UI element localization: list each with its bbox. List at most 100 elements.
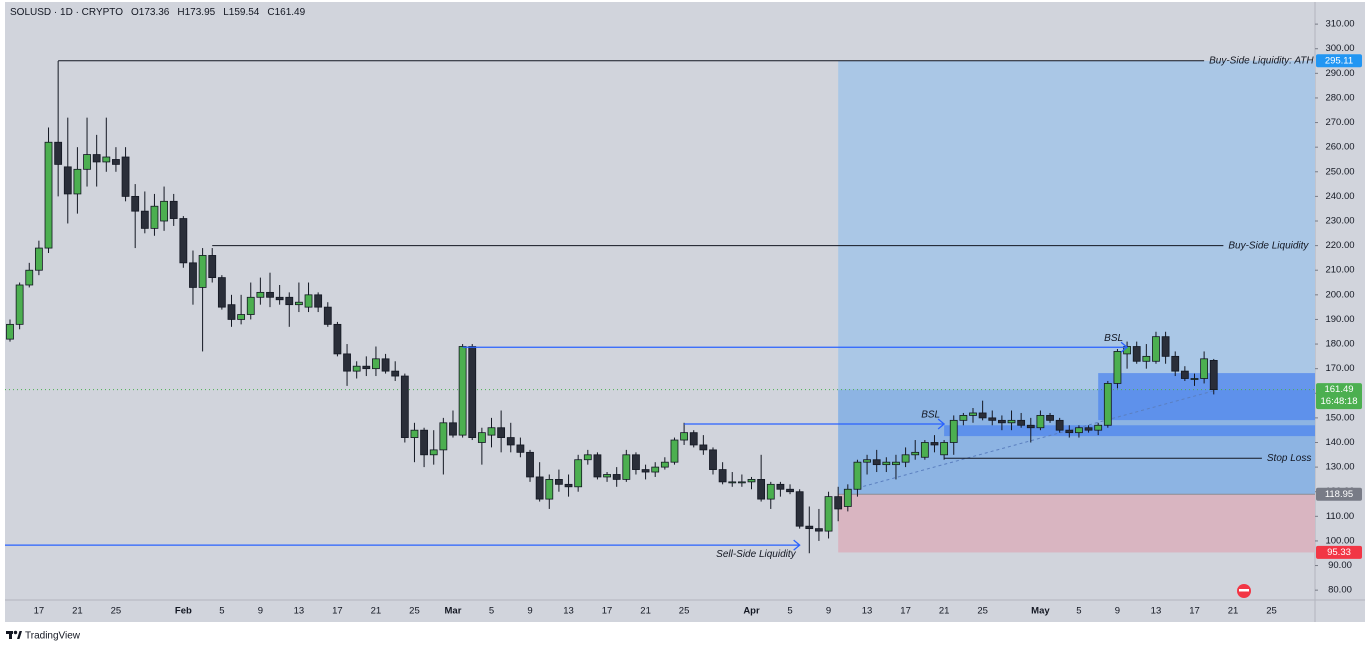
candle-body: [747, 479, 756, 483]
y-tick-label: 210.00: [1325, 265, 1354, 276]
candle-body: [6, 323, 14, 340]
y-tick-label: 230.00: [1325, 216, 1354, 227]
x-tick-label: 13: [1151, 606, 1162, 617]
candle-body: [834, 496, 843, 510]
x-tick-label: 5: [1076, 606, 1081, 617]
candle-body: [458, 346, 467, 436]
candle-body: [131, 195, 140, 212]
level-label: Buy-Side Liquidity: ATH: [1209, 55, 1314, 66]
arrow-label: BSL: [921, 410, 940, 421]
y-tick-label: 150.00: [1325, 412, 1354, 423]
y-tick-label: 310.00: [1325, 19, 1354, 30]
candle-body: [304, 294, 313, 308]
candle-body: [940, 442, 949, 456]
header-part: SOLUSD · 1D · CRYPTO: [10, 7, 123, 18]
arrow-head: [1120, 341, 1129, 353]
event-flag-mark: [1239, 589, 1249, 592]
header-part: 161.49: [275, 7, 306, 18]
candle-body: [429, 449, 438, 456]
header-part: H: [177, 7, 184, 18]
candle-body: [1161, 336, 1170, 357]
y-tick-label: 250.00: [1325, 166, 1354, 177]
candle-body: [246, 296, 255, 315]
y-tick-label: 100.00: [1325, 535, 1354, 546]
candle-body: [641, 469, 650, 473]
candle-body: [555, 479, 563, 485]
y-tick-label: 80.00: [1328, 585, 1352, 596]
candle-body: [872, 459, 881, 466]
y-tick-label: 260.00: [1325, 142, 1354, 153]
candle-body: [487, 427, 496, 436]
y-tick-label: 190.00: [1325, 314, 1354, 325]
candle-body: [410, 429, 419, 438]
candle-body: [997, 419, 1006, 424]
candle-body: [583, 454, 592, 461]
header-part: 173.95: [185, 7, 216, 18]
candle-body: [786, 488, 794, 493]
candle-body: [121, 156, 130, 197]
price-tag-label: 161.49: [1324, 384, 1353, 395]
candle-body: [766, 483, 775, 500]
y-tick-label: 220.00: [1325, 240, 1354, 251]
header-part: L: [223, 7, 229, 18]
candle-body: [1046, 415, 1054, 421]
header-part: C: [267, 7, 274, 18]
liquidity-zone: [944, 425, 1315, 437]
candle-body: [391, 370, 400, 377]
candle-body: [1200, 358, 1209, 379]
candle-body: [1152, 336, 1160, 362]
x-tick-label: 25: [977, 606, 988, 617]
price-tag-label: 295.11: [1325, 55, 1353, 66]
candle-body: [603, 474, 611, 478]
x-tick-label: 21: [72, 606, 83, 617]
chart-layer: Buy-Side Liquidity: ATH Buy-Side Liquidit…: [5, 7, 1362, 617]
candle-body: [169, 200, 178, 219]
time-axis: [5, 600, 1315, 622]
candle-body: [776, 483, 785, 490]
x-tick-label: 9: [258, 606, 263, 617]
candle-body: [333, 323, 342, 355]
price-tag-label: 118.95: [1325, 489, 1353, 500]
candle-body: [189, 262, 197, 288]
candle-body: [372, 358, 380, 370]
arrow-label: Sell-Side Liquidity: [716, 549, 796, 560]
y-tick-label: 280.00: [1325, 92, 1354, 103]
candle-body: [622, 454, 631, 480]
candle-body: [477, 432, 486, 443]
logo-part: [9, 631, 12, 639]
x-tick-label: 25: [409, 606, 420, 617]
candle-body: [102, 156, 111, 163]
candle-body: [1094, 424, 1103, 431]
candle-body: [1103, 383, 1112, 426]
price-axis: [1315, 2, 1365, 622]
candle-body: [824, 496, 833, 532]
price-tag-label: 95.33: [1327, 547, 1351, 558]
y-tick-label: 170.00: [1325, 363, 1354, 374]
x-tick-label: 25: [111, 606, 122, 617]
candle-body: [988, 417, 997, 421]
candle-body: [266, 291, 274, 298]
y-tick-label: 90.00: [1328, 560, 1352, 571]
x-tick-label: 13: [294, 606, 305, 617]
candle-body: [256, 291, 265, 298]
candle-body: [853, 461, 862, 490]
header-part: 159.54: [229, 7, 260, 18]
candle-body: [506, 437, 515, 446]
candle-body: [535, 476, 544, 500]
price-tag: [1316, 383, 1362, 410]
candle-body: [718, 469, 727, 483]
x-tick-label: 9: [1115, 606, 1120, 617]
candle-body: [198, 255, 207, 288]
candle-body: [25, 269, 34, 286]
candle-body: [1017, 419, 1026, 426]
liquidity-zone: [1098, 373, 1315, 421]
candle-body: [911, 451, 920, 456]
candle-body: [843, 488, 852, 507]
candle-body: [949, 419, 958, 443]
candle-body: [969, 412, 977, 416]
arrow-head: [937, 418, 946, 430]
candle-body: [285, 296, 294, 306]
price-tag: [1316, 545, 1362, 559]
logo-part: [13, 630, 18, 635]
